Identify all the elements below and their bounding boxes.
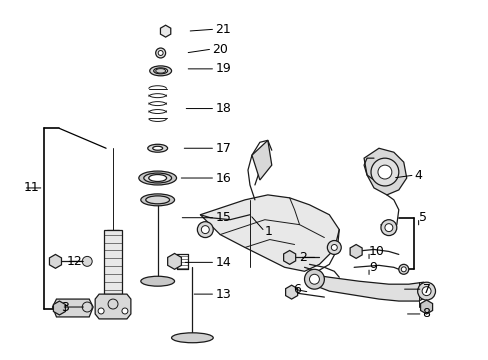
Text: 20: 20 <box>212 42 228 55</box>
Text: 14: 14 <box>215 256 230 269</box>
Circle shape <box>201 226 209 234</box>
Text: 1: 1 <box>264 225 272 238</box>
Text: 19: 19 <box>215 62 230 75</box>
Polygon shape <box>104 230 122 294</box>
Circle shape <box>155 48 165 58</box>
Polygon shape <box>364 148 406 195</box>
Circle shape <box>401 267 406 272</box>
Ellipse shape <box>153 68 167 74</box>
Circle shape <box>377 165 391 179</box>
Text: 17: 17 <box>215 142 231 155</box>
Circle shape <box>158 50 163 55</box>
Ellipse shape <box>145 196 169 204</box>
Circle shape <box>82 302 92 312</box>
Polygon shape <box>200 195 339 271</box>
Ellipse shape <box>147 144 167 152</box>
Ellipse shape <box>141 276 174 286</box>
Circle shape <box>98 308 104 314</box>
Ellipse shape <box>152 146 163 150</box>
Circle shape <box>398 264 408 274</box>
Text: 21: 21 <box>215 23 230 36</box>
Circle shape <box>331 244 337 251</box>
Text: 8: 8 <box>422 307 430 320</box>
Circle shape <box>304 269 324 289</box>
Text: 16: 16 <box>215 171 230 185</box>
Ellipse shape <box>148 175 166 181</box>
Text: 9: 9 <box>368 261 376 274</box>
Circle shape <box>309 274 319 284</box>
Text: 11: 11 <box>24 181 40 194</box>
Text: 4: 4 <box>414 168 422 181</box>
Text: 15: 15 <box>215 211 231 224</box>
Text: 7: 7 <box>422 283 430 296</box>
Ellipse shape <box>139 171 176 185</box>
Circle shape <box>421 287 430 296</box>
Circle shape <box>197 222 213 238</box>
Circle shape <box>384 224 392 231</box>
Circle shape <box>380 220 396 235</box>
Circle shape <box>370 158 398 186</box>
Text: 5: 5 <box>418 211 426 224</box>
Circle shape <box>326 240 341 255</box>
Ellipse shape <box>171 333 213 343</box>
Text: 18: 18 <box>215 102 231 115</box>
Polygon shape <box>52 299 93 317</box>
Circle shape <box>122 308 128 314</box>
Polygon shape <box>95 294 131 319</box>
Circle shape <box>108 299 118 309</box>
Ellipse shape <box>141 194 174 206</box>
Text: 2: 2 <box>299 251 307 264</box>
Text: 3: 3 <box>61 301 69 314</box>
Ellipse shape <box>143 173 171 183</box>
Polygon shape <box>309 274 427 301</box>
Circle shape <box>162 27 169 35</box>
Ellipse shape <box>155 69 165 73</box>
Circle shape <box>417 282 435 300</box>
Ellipse shape <box>149 66 171 76</box>
Text: 13: 13 <box>215 288 230 301</box>
Circle shape <box>82 256 92 266</box>
Text: 6: 6 <box>293 283 301 296</box>
Text: 10: 10 <box>368 245 384 258</box>
Polygon shape <box>251 140 271 180</box>
Text: 12: 12 <box>66 255 82 268</box>
